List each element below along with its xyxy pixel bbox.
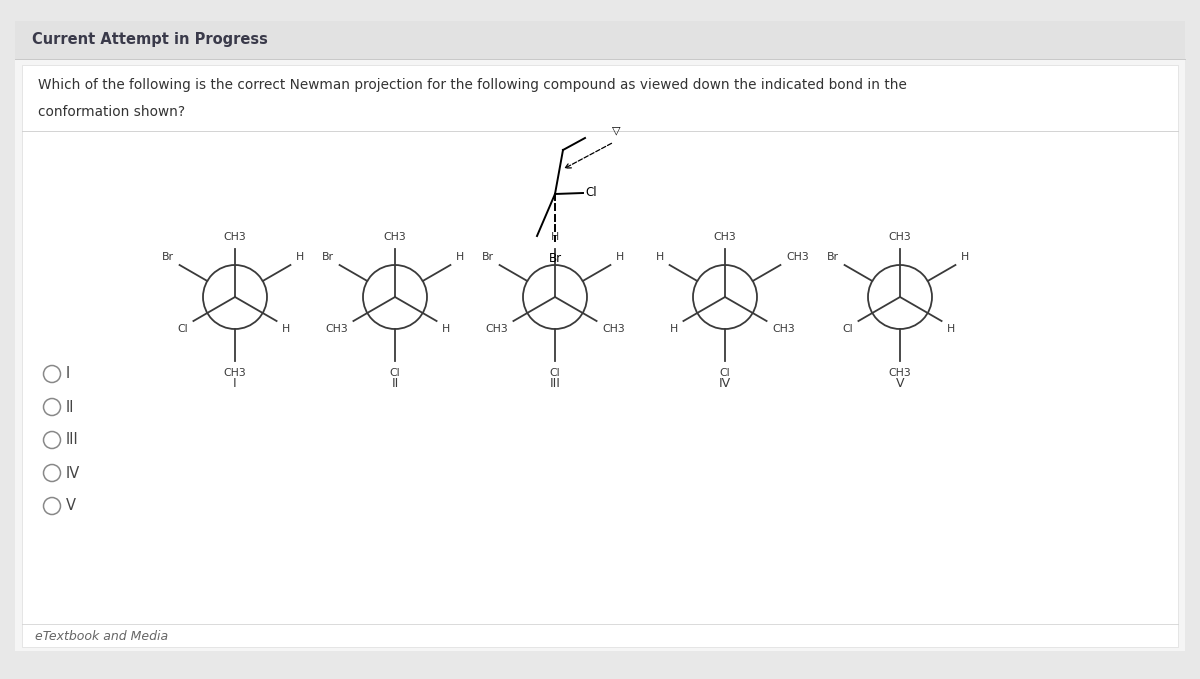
Text: Cl: Cl bbox=[720, 367, 731, 378]
Text: Current Attempt in Progress: Current Attempt in Progress bbox=[32, 32, 268, 47]
Text: CH3: CH3 bbox=[889, 367, 911, 378]
Text: III: III bbox=[550, 377, 560, 390]
Text: H: H bbox=[655, 252, 664, 261]
Text: Br: Br bbox=[322, 252, 334, 261]
Text: V: V bbox=[66, 498, 76, 513]
Text: I: I bbox=[233, 377, 236, 390]
Text: CH3: CH3 bbox=[714, 232, 737, 242]
Text: eTextbook and Media: eTextbook and Media bbox=[35, 629, 168, 642]
Text: CH3: CH3 bbox=[786, 252, 809, 261]
Text: IV: IV bbox=[66, 466, 80, 481]
Text: Cl: Cl bbox=[842, 325, 853, 334]
Text: Br: Br bbox=[482, 252, 494, 261]
Text: conformation shown?: conformation shown? bbox=[38, 105, 185, 119]
Text: H: H bbox=[456, 252, 464, 261]
Text: H: H bbox=[947, 325, 955, 334]
Text: H: H bbox=[616, 252, 624, 261]
Text: CH3: CH3 bbox=[223, 367, 246, 378]
Text: H: H bbox=[442, 325, 450, 334]
Text: H: H bbox=[282, 325, 290, 334]
Text: Which of the following is the correct Newman projection for the following compou: Which of the following is the correct Ne… bbox=[38, 78, 907, 92]
Text: III: III bbox=[66, 433, 79, 447]
Text: Br: Br bbox=[162, 252, 174, 261]
Text: CH3: CH3 bbox=[772, 325, 794, 334]
Text: Br: Br bbox=[548, 252, 562, 265]
Text: H: H bbox=[670, 325, 678, 334]
Text: Cl: Cl bbox=[390, 367, 401, 378]
Bar bbox=[14, 21, 1186, 59]
Text: Cl: Cl bbox=[178, 325, 188, 334]
Text: H: H bbox=[961, 252, 970, 261]
Text: CH3: CH3 bbox=[485, 325, 508, 334]
Text: H: H bbox=[551, 232, 559, 242]
Text: II: II bbox=[391, 377, 398, 390]
Text: IV: IV bbox=[719, 377, 731, 390]
Text: CH3: CH3 bbox=[325, 325, 348, 334]
Text: CH3: CH3 bbox=[223, 232, 246, 242]
Text: V: V bbox=[895, 377, 905, 390]
Text: Br: Br bbox=[827, 252, 839, 261]
Text: I: I bbox=[66, 367, 71, 382]
Bar bbox=[22, 65, 1178, 647]
Text: II: II bbox=[66, 399, 74, 414]
Text: Cl: Cl bbox=[550, 367, 560, 378]
Text: ▽: ▽ bbox=[612, 125, 620, 135]
Text: CH3: CH3 bbox=[602, 325, 625, 334]
Text: Cl: Cl bbox=[586, 186, 598, 199]
Text: CH3: CH3 bbox=[889, 232, 911, 242]
Text: CH3: CH3 bbox=[384, 232, 407, 242]
Text: H: H bbox=[296, 252, 305, 261]
